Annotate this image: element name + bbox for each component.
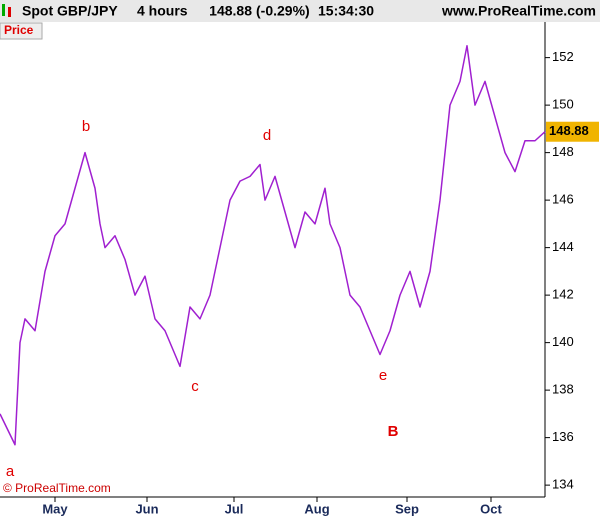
time: 15:34:30 [318,3,374,19]
x-tick-label: Jul [225,501,244,516]
panel-label: Price [4,23,34,37]
y-tick-label: 146 [552,192,574,207]
x-tick-label: Sep [395,501,419,516]
annotation: c [191,378,199,395]
y-tick-label: 144 [552,239,574,254]
header-last: 148.88 [209,3,252,19]
y-tick-label: 148 [552,144,574,159]
icon [8,7,11,17]
header-bar [0,0,600,22]
annotation: d [263,127,271,144]
y-tick-label: 150 [552,97,574,112]
site: www.ProRealTime.com [441,3,596,19]
annotation: B [388,423,399,440]
x-tick-label: Jun [135,501,158,516]
change: (-0.29%) [256,3,310,19]
y-tick-label: 152 [552,49,574,64]
panel-label-box [0,22,43,40]
x-tick-label: Aug [304,501,329,516]
y-tick-label: 142 [552,287,574,302]
last-price-box [546,121,599,142]
annotation: a [6,463,15,480]
y-tick-label: 136 [552,429,574,444]
annotation: e [379,367,387,384]
icon [2,4,5,16]
y-tick-label: 140 [552,334,574,349]
last-price-label: 148.88 [549,123,589,138]
instrument: Spot GBP/JPY [22,3,118,19]
footer: © ProRealTime.com [3,481,111,495]
x-tick-label: Oct [480,501,502,516]
y-tick-label: 134 [552,477,574,492]
timeframe: 4 hours [137,3,188,19]
price-line [0,45,546,446]
annotation: b [82,118,90,135]
x-tick-label: May [42,501,68,516]
y-tick-label: 138 [552,382,574,397]
